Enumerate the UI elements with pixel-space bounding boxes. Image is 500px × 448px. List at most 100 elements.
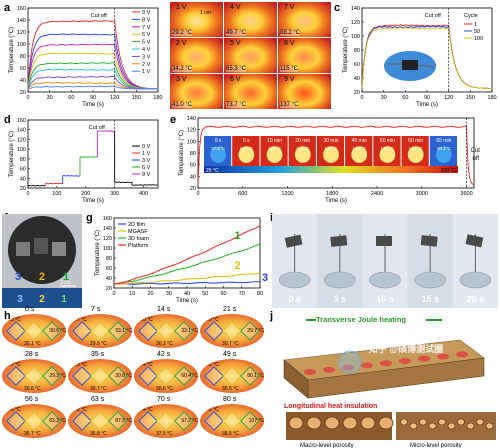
thermal-cell: 30.7 °C 29.6 °C 33.1 °C xyxy=(68,314,132,348)
curve-label: 1 xyxy=(234,230,240,242)
thermal-cell: 33.4 °C 30.6 °C 60.4 °C xyxy=(134,359,198,393)
legend-label: 1 V xyxy=(142,69,151,75)
y-tick-label: 100 xyxy=(187,139,196,145)
temperature-label: 31.7 °C xyxy=(4,362,21,368)
thermal-cell: 32.3 °C 30.7 °C 30.6 °C xyxy=(68,359,132,393)
sample-marker xyxy=(204,321,224,341)
x-tick-label: 120 xyxy=(444,95,453,101)
sample-marker xyxy=(6,366,26,386)
temperature-label: 88.2 °C xyxy=(280,30,301,36)
x-tick-label: 30 xyxy=(381,95,387,101)
panel-label-h: h xyxy=(4,310,11,322)
temperature-label: 32.3 °C xyxy=(70,362,87,368)
pore xyxy=(400,418,408,426)
pore xyxy=(409,422,418,430)
temperature-label: 30.7 °C xyxy=(90,386,107,392)
y-tick-label: 140 xyxy=(187,116,196,122)
cutoff-label: Cut xyxy=(471,148,481,154)
y-tick-label: 80 xyxy=(190,151,196,157)
frame-temp-label: 112 °C xyxy=(240,146,254,151)
x-axis-label: Time (s) xyxy=(176,298,198,304)
temperature-label: 36.8 °C xyxy=(90,431,107,437)
temperature-label: 30.6 °C xyxy=(49,328,66,334)
series-line xyxy=(113,272,260,285)
heat-spot xyxy=(437,353,449,360)
temperature-label: 30.7 °C xyxy=(70,317,87,323)
panel-label-j: j xyxy=(270,310,274,322)
time-label: 10 s xyxy=(376,294,394,304)
y-tick-label: 120 xyxy=(17,30,26,36)
series-line xyxy=(197,125,475,186)
device-photo-inset-sample xyxy=(402,60,418,70)
legend-label: 6 V xyxy=(142,32,151,38)
sample-plate xyxy=(465,234,484,248)
voltage-label: 8 V xyxy=(284,40,295,47)
device-photo-inset-wire xyxy=(417,64,435,68)
sample-plate xyxy=(284,234,303,248)
temperature-label: 33.1 °C xyxy=(115,328,132,334)
x-tick-label: 150 xyxy=(132,95,141,101)
voltage-label: 1 V xyxy=(176,4,187,11)
pore xyxy=(378,416,394,430)
sample-marker xyxy=(24,321,44,341)
thermal-cell: 9 V 137 °C xyxy=(278,74,331,109)
frame-time-label: 10 min xyxy=(267,138,282,144)
series-line xyxy=(114,181,133,183)
x-tick-label: 0 xyxy=(112,291,115,297)
thermal-cell: 44.4 °C 37.5 °C 97.2 °C xyxy=(134,404,198,438)
time-label: 35 s xyxy=(91,351,105,358)
x-tick-label: 400 xyxy=(139,191,148,197)
legend-label: 1 xyxy=(474,22,477,28)
cutoff-label: Cut off xyxy=(89,125,106,131)
temperature-label: 44.4 °C xyxy=(136,407,153,413)
x-tick-label: 180 xyxy=(487,95,496,101)
x-tick-label: 40 xyxy=(184,291,190,297)
y-tick-label: 100 xyxy=(351,34,360,40)
x-axis-label: Time (s) xyxy=(82,102,104,108)
water-dish xyxy=(414,271,446,289)
legend-label: 2 V xyxy=(142,62,151,68)
temperature-label: 107 °C xyxy=(248,418,264,424)
thermal-hotspot xyxy=(238,146,255,163)
title-longitudinal: Longitudinal heat insulation xyxy=(284,403,377,410)
legend-label: 100 xyxy=(474,36,483,42)
y-tick-label: 60 xyxy=(106,266,112,272)
curve-label: 2 xyxy=(234,260,240,272)
thermal-cell: 35.6 °C 35.7 °C 83.3 °C xyxy=(2,404,66,438)
x-tick-label: 300 xyxy=(110,191,119,197)
colorbar-max-label: 150 °C xyxy=(441,168,457,174)
foam-front xyxy=(307,357,485,399)
legend-label: 9 V xyxy=(142,10,151,16)
x-tick-label: 100 xyxy=(52,191,61,197)
time-label: 49 s xyxy=(223,351,237,358)
legend-label: 7 V xyxy=(142,25,151,31)
y-tick-label: 80 xyxy=(20,54,26,60)
temperature-label: 30.6 °C xyxy=(24,386,41,392)
legend-label: 3 V xyxy=(142,54,151,60)
sample-marker xyxy=(90,411,110,431)
x-tick-label: 3600 xyxy=(460,191,472,197)
x-tick-label: 0 xyxy=(26,191,29,197)
x-tick-label: 0 xyxy=(196,191,199,197)
x-axis-label: Time (s) xyxy=(82,198,104,204)
sample-plate xyxy=(376,236,392,246)
pore xyxy=(306,416,322,430)
sample-marker xyxy=(222,321,242,341)
temperature-label: 65.3 °C xyxy=(226,66,247,72)
temperature-label: 31.3 °C xyxy=(4,317,21,323)
pore xyxy=(485,422,494,430)
thermal-cell: 31.3 °C 30.1 °C 30.6 °C xyxy=(2,314,66,348)
frame-time-label: 20 min xyxy=(295,138,310,144)
thermal-cell: 3 V 41.0 °C xyxy=(170,74,223,109)
thermal-cell: 5 V 65.3 °C xyxy=(224,38,277,73)
time-label: 28 s xyxy=(25,351,39,358)
thermal-cell: 7 V 88.2 °C xyxy=(278,2,331,37)
pore xyxy=(438,418,446,426)
x-tick-label: 180 xyxy=(153,95,162,101)
x-tick-label: 90 xyxy=(424,95,430,101)
x-tick-label: 1800 xyxy=(326,191,338,197)
pore xyxy=(342,416,358,430)
frame-temp-label: 122 °C xyxy=(324,146,339,151)
y-tick-label: 100 xyxy=(103,246,112,252)
voltage-label: 2 V xyxy=(176,40,187,47)
